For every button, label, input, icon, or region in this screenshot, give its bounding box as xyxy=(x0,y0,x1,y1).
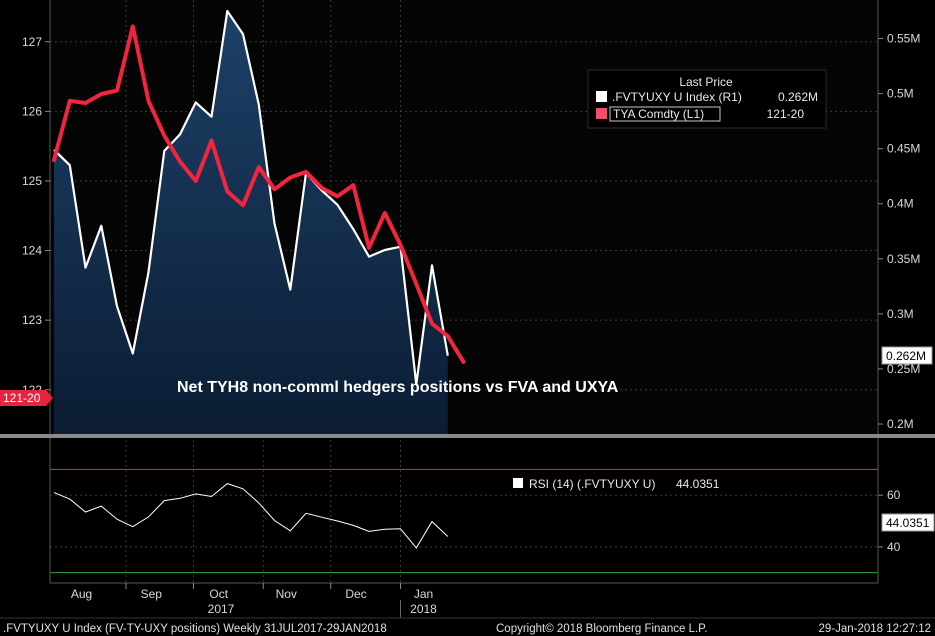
tya-line[interactable] xyxy=(52,24,466,364)
rsi-legend-label: RSI (14) (.FVTYUXY U) xyxy=(529,477,655,491)
y-right-tick-label: 0.35M xyxy=(887,252,920,266)
legend-value-tya: 121-20 xyxy=(767,107,805,121)
fvtyuxy-area-fill xyxy=(54,11,448,435)
tya-line-layer xyxy=(52,24,466,364)
legend-swatch-fvtyuxy xyxy=(596,91,607,102)
y-right-tick-label: 0.5M xyxy=(887,87,914,101)
legend-label-fvtyuxy: .FVTYUXY U Index (R1) xyxy=(612,90,742,104)
legend-swatch-tya xyxy=(596,108,607,119)
x-tick-label: Oct xyxy=(209,587,228,601)
right-last-value-tag: 0.262M xyxy=(881,346,933,365)
y-right-tick-label: 0.4M xyxy=(887,197,914,211)
x-tick-label: Nov xyxy=(276,587,297,601)
right-last-value: 0.262M xyxy=(886,349,926,363)
fvtyuxy-area-layer xyxy=(53,9,449,435)
footer-left: .FVTYUXY U Index (FV-TY-UXY positions) W… xyxy=(3,623,387,635)
y-left-tick-label: 125 xyxy=(22,174,42,188)
footer-right: 29-Jan-2018 12:27:12 xyxy=(818,623,931,635)
x-tick-label: Aug xyxy=(71,587,92,601)
rsi-last-value: 44.0351 xyxy=(886,516,930,530)
rsi-legend-swatch xyxy=(513,478,523,488)
left-last-value-tag: 121-20 xyxy=(0,390,53,406)
y-left-tick-label: 124 xyxy=(22,244,42,258)
y-right-tick-label: 0.2M xyxy=(887,417,914,431)
rsi-line[interactable] xyxy=(53,483,449,549)
y-left-tick-label: 123 xyxy=(22,313,42,327)
y-left-tick-label: 127 xyxy=(22,35,42,49)
y-right-tick-label: 0.25M xyxy=(887,362,920,376)
x-tick-label: Jan xyxy=(414,587,433,601)
y-left-tick-label: 126 xyxy=(22,104,42,118)
rsi-legend[interactable]: RSI (14) (.FVTYUXY U) 44.0351 xyxy=(513,477,720,491)
rsi-legend-value: 44.0351 xyxy=(676,477,720,491)
rsi-plot-background xyxy=(50,441,878,583)
fvtyuxy-line[interactable] xyxy=(53,9,449,386)
x-tick-label: Dec xyxy=(345,587,366,601)
footer-center: Copyright© 2018 Bloomberg Finance L.P. xyxy=(496,623,708,635)
legend-box xyxy=(587,69,827,129)
left-last-value: 121-20 xyxy=(3,391,41,405)
legend-label-tya-highlight xyxy=(609,106,721,122)
x-tick-label: Sep xyxy=(141,587,163,601)
year-label: 2017 xyxy=(208,602,235,616)
y-right-tick-label: 0.3M xyxy=(887,307,914,321)
chart-annotation: Net TYH8 non-comml hedgers positions vs … xyxy=(177,379,619,396)
price-legend[interactable]: Last Price .FVTYUXY U Index (R1) 0.262M … xyxy=(587,69,827,129)
legend-label-tya: TYA Comdty (L1) xyxy=(613,107,704,121)
panel-divider[interactable] xyxy=(0,434,935,438)
rsi-tick-label: 60 xyxy=(887,488,901,502)
y-right-tick-label: 0.45M xyxy=(887,142,920,156)
year-label: 2018 xyxy=(410,602,437,616)
legend-value-fvtyuxy: 0.262M xyxy=(778,90,818,104)
legend-title: Last Price xyxy=(679,75,733,89)
rsi-last-value-tag: 44.0351 xyxy=(881,513,935,532)
rsi-layer: 40 60 xyxy=(50,468,901,574)
y-right-tick-label: 0.55M xyxy=(887,32,920,46)
rsi-tick-label: 40 xyxy=(887,540,901,554)
